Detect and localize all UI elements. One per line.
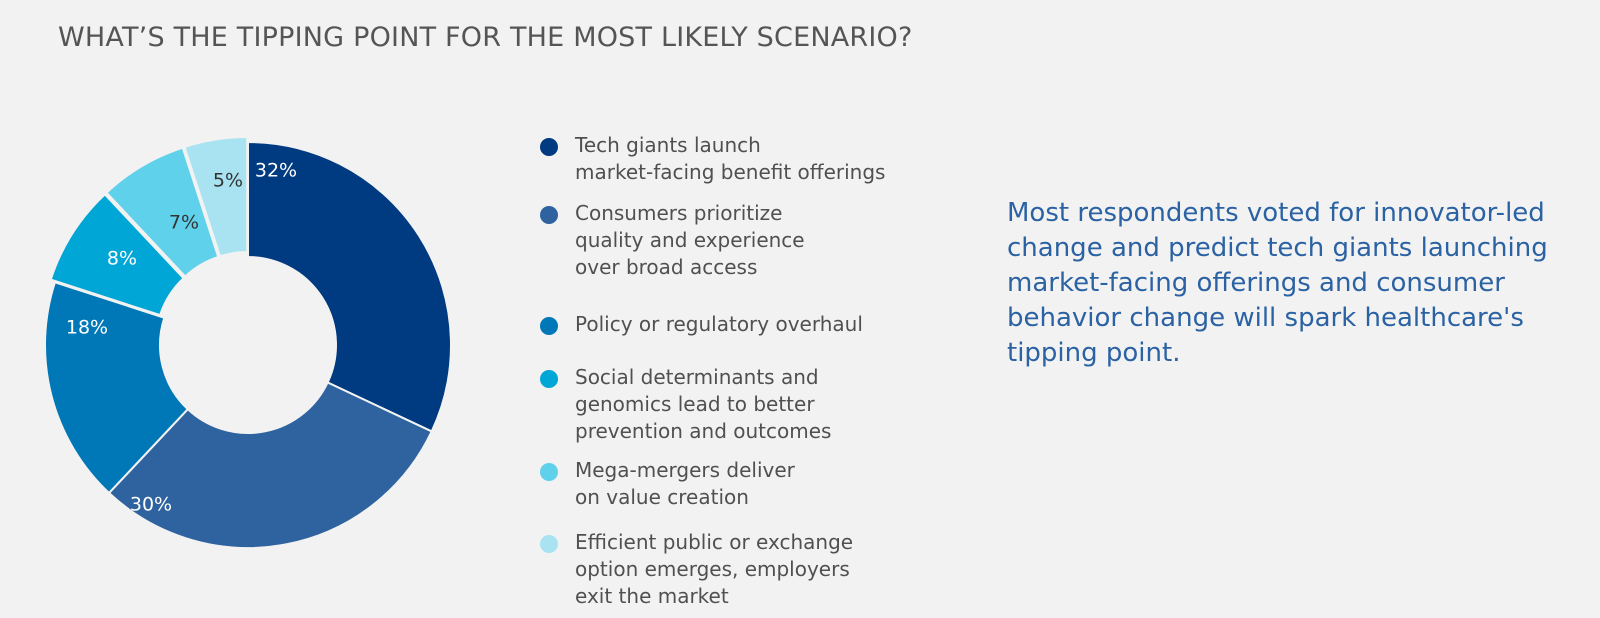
callout-text: Most respondents voted for innovator-led…	[1007, 198, 1548, 368]
slice-label-policy-or-regulatory-overhaul: 18%	[66, 317, 108, 339]
donut-chart: 32% 30% 18% 8% 7% 5%	[44, 136, 452, 549]
legend-label: Policy or regulatory overhaul	[575, 312, 863, 336]
legend-swatch-icon	[540, 138, 558, 156]
slice-mega-mergers-deliver-on-value-creation	[105, 146, 220, 278]
slice-label-social-determinants-and-genomics-lead-to: 8%	[107, 248, 137, 270]
slice-efficient-public-or-exchange-option-emer	[183, 136, 249, 258]
donut-slices	[44, 136, 452, 549]
legend-label: Mega-mergers deliver on value creation	[575, 458, 795, 509]
legend-swatch-icon	[540, 317, 558, 335]
legend-label: Social determinants and genomics lead to…	[575, 365, 832, 443]
chart-title: WHAT’S THE TIPPING POINT FOR THE MOST LI…	[58, 22, 913, 53]
slice-label-consumers-prioritize-quality-and-experie: 30%	[130, 494, 172, 516]
legend-item-social-determinants-and-genomics-lead-to: Social determinants and genomics lead to…	[540, 364, 831, 445]
legend-swatch-icon	[540, 370, 558, 388]
legend-item-efficient-public-or-exchange-option-emer: Efficient public or exchange option emer…	[540, 529, 853, 610]
slice-consumers-prioritize-quality-and-experie	[107, 381, 434, 549]
legend-item-policy-or-regulatory-overhaul: Policy or regulatory overhaul	[540, 311, 863, 338]
slice-tech-giants-launch-market-facing-benefit	[247, 140, 452, 433]
legend-label: Tech giants launch market-facing benefit…	[575, 133, 886, 184]
slice-social-determinants-and-genomics-lead-to	[49, 192, 185, 317]
slice-label-mega-mergers-deliver-on-value-creation: 7%	[169, 212, 199, 234]
legend-item-consumers-prioritize-quality-and-experie: Consumers prioritize quality and experie…	[540, 200, 805, 281]
donut-labels: 32% 30% 18% 8% 7% 5%	[66, 160, 297, 516]
legend-label: Consumers prioritize quality and experie…	[575, 201, 805, 279]
legend-item-mega-mergers-deliver-on-value-creation: Mega-mergers deliver on value creation	[540, 457, 795, 511]
slice-policy-or-regulatory-overhaul	[44, 281, 190, 495]
legend-label: Efficient public or exchange option emer…	[575, 530, 854, 608]
legend-swatch-icon	[540, 463, 558, 481]
legend-item-tech-giants-launch-market-facing-benefit: Tech giants launch market-facing benefit…	[540, 132, 885, 186]
legend-swatch-icon	[540, 535, 558, 553]
slice-label-tech-giants-launch-market-facing-benefit: 32%	[255, 160, 297, 182]
slice-label-efficient-public-or-exchange-option-emer: 5%	[213, 170, 243, 192]
legend-swatch-icon	[540, 206, 558, 224]
